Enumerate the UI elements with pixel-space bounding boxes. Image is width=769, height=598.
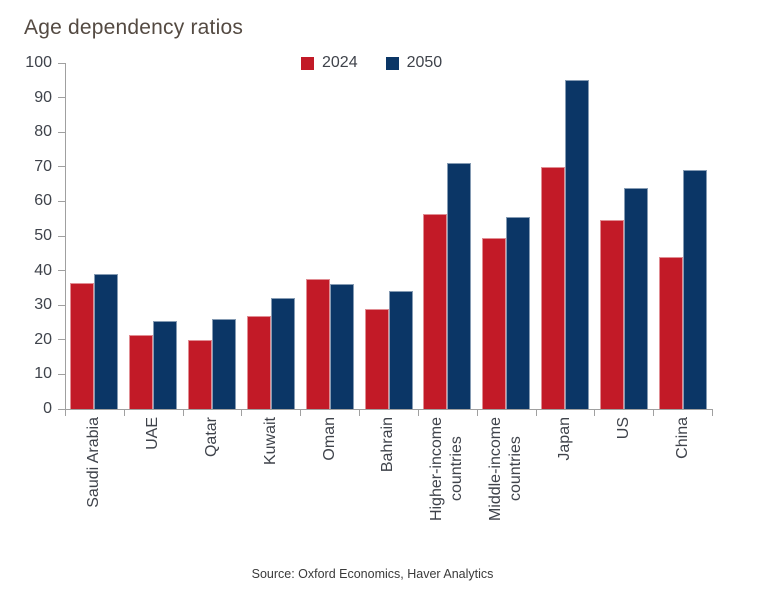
y-tick [58, 235, 65, 237]
legend-swatch-2024-icon [301, 56, 314, 70]
bar-2050-9 [564, 80, 589, 409]
x-tick [653, 410, 655, 416]
category-label: UAE [144, 417, 162, 450]
category-label-slot: Middle-income countries [477, 417, 536, 562]
y-tick-label: 40 [34, 261, 52, 279]
category-label: Middle-income countries [487, 417, 525, 522]
category-label-slot: Higher-income countries [418, 417, 477, 562]
category-label-slot: China [653, 417, 712, 562]
category-label: China [673, 417, 691, 459]
y-tick-label: 100 [25, 54, 52, 71]
y-tick [58, 200, 65, 202]
y-tick [58, 131, 65, 133]
legend-label-2050: 2050 [406, 54, 443, 71]
category-label: Oman [320, 417, 338, 461]
bar-2050-4 [270, 298, 295, 409]
bar-2050-10 [623, 187, 648, 409]
bar-2050-8 [506, 216, 531, 409]
bar-2024-4 [246, 315, 271, 409]
x-tick [535, 410, 537, 416]
category-label-slot: Qatar [183, 417, 242, 562]
y-tick-label: 90 [34, 88, 52, 106]
y-tick-label: 20 [34, 330, 52, 348]
y-tick-label: 80 [34, 123, 52, 141]
bar-2024-10 [599, 220, 624, 409]
chart-title: Age dependency ratios [24, 16, 244, 39]
x-tick [241, 410, 243, 416]
category-label-slot: Kuwait [241, 417, 300, 562]
y-tick [58, 62, 65, 64]
bar-2050-6 [388, 291, 413, 409]
x-tick [712, 410, 713, 416]
bar-2050-11 [682, 170, 707, 409]
category-label-slot: US [594, 417, 653, 562]
bar-2024-9 [540, 166, 565, 409]
y-tick-label: 60 [34, 192, 52, 210]
bar-2024-6 [364, 308, 389, 409]
y-tick-label: 50 [34, 227, 52, 244]
category-label: Kuwait [261, 417, 279, 466]
y-axis-line [65, 63, 66, 410]
y-tick [58, 97, 65, 99]
x-tick [359, 410, 361, 416]
legend-item-2024: 2024 [301, 54, 358, 72]
legend-label-2024: 2024 [322, 54, 358, 71]
bar-2050-7 [447, 163, 472, 409]
category-label: Japan [555, 417, 573, 461]
category-label-slot: Bahrain [359, 417, 418, 562]
bar-2050-2 [153, 320, 178, 409]
source-note: Source: Oxford Economics, Haver Analytic… [251, 567, 494, 581]
category-label-slot: UAE [124, 417, 183, 562]
y-tick [58, 408, 65, 410]
category-label: US [614, 417, 632, 440]
category-label-slot: Oman [300, 417, 359, 562]
category-label: Saudi Arabia [85, 417, 103, 508]
y-tick-label: 0 [43, 400, 52, 417]
y-tick [58, 270, 65, 272]
y-tick [58, 339, 65, 341]
bar-2050-1 [94, 274, 119, 409]
bar-2024-7 [423, 213, 448, 409]
y-tick [58, 373, 65, 375]
legend-swatch-2050-icon [385, 56, 399, 70]
x-tick [476, 410, 478, 416]
category-label: Bahrain [379, 417, 397, 473]
category-label: Qatar [203, 417, 221, 458]
y-tick-label: 70 [34, 157, 52, 175]
x-tick [417, 410, 419, 416]
legend-item-2050: 2050 [385, 54, 443, 72]
x-tick [65, 410, 66, 416]
category-label-slot: Japan [536, 417, 595, 562]
bar-2050-5 [329, 284, 354, 409]
legend: 2024 2050 [301, 54, 442, 72]
x-tick [300, 410, 302, 416]
bar-2024-11 [658, 256, 683, 409]
x-tick [594, 410, 596, 416]
bar-2024-3 [188, 339, 213, 409]
x-tick [123, 410, 125, 416]
bar-2024-2 [129, 334, 154, 409]
y-tick-label: 10 [34, 365, 52, 383]
bar-2024-8 [482, 237, 507, 409]
x-axis-line [65, 409, 713, 410]
category-label-slot: Saudi Arabia [65, 417, 124, 562]
category-label: Higher-income countries [428, 417, 466, 522]
bar-2024-5 [305, 279, 330, 409]
y-tick [58, 304, 65, 306]
bar-2024-1 [70, 282, 95, 409]
bar-2050-3 [212, 319, 237, 409]
y-tick-label: 30 [34, 296, 52, 314]
x-tick [182, 410, 184, 416]
y-tick [58, 166, 65, 168]
